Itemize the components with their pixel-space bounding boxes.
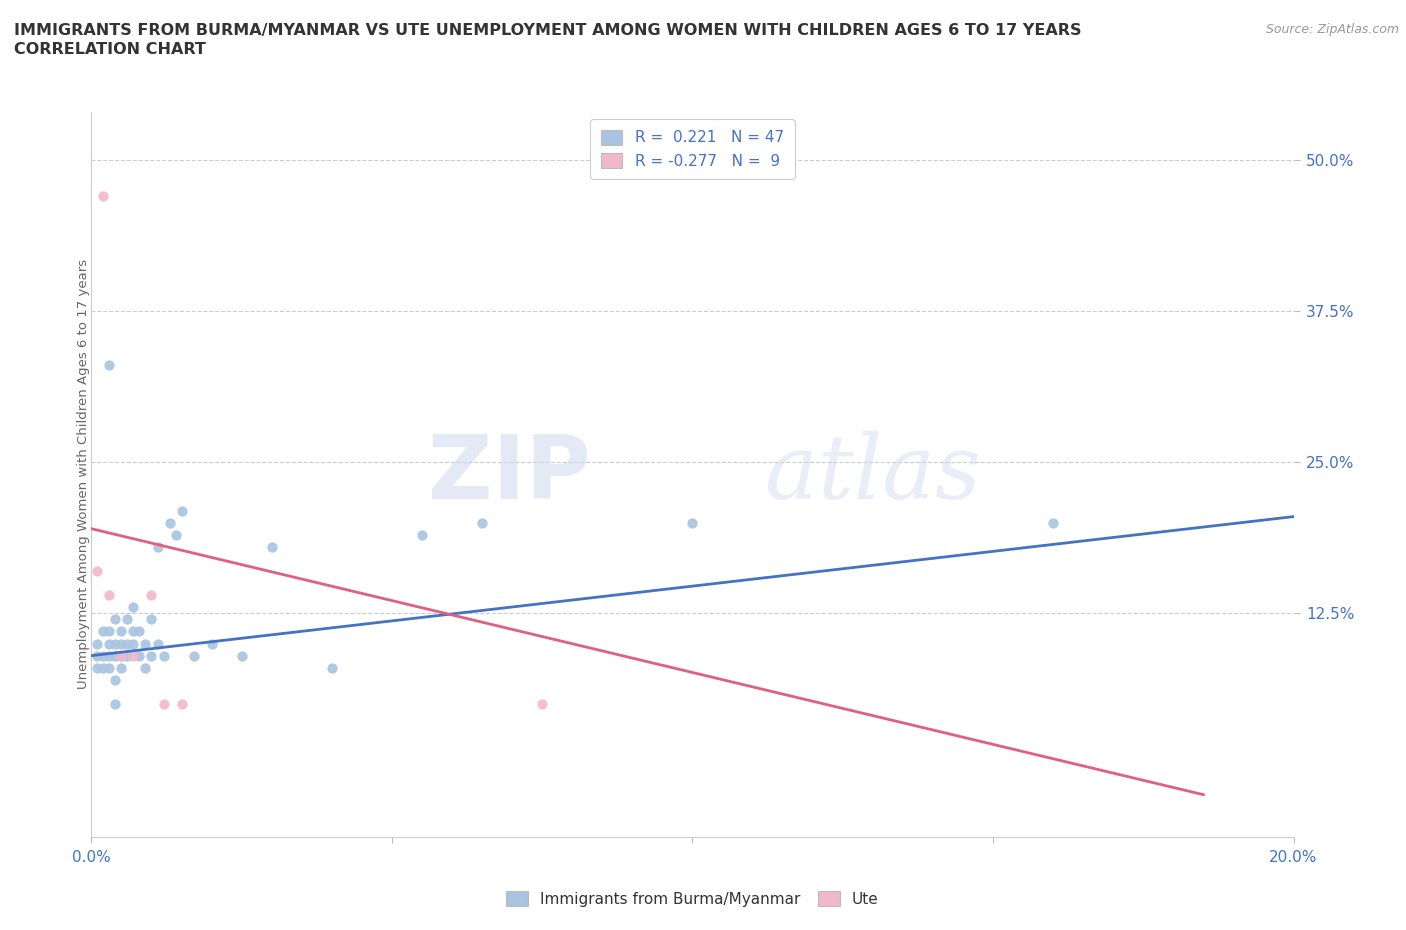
Y-axis label: Unemployment Among Women with Children Ages 6 to 17 years: Unemployment Among Women with Children A… [76,259,90,689]
Point [117,636,139,651]
Point [104,612,127,627]
Point [411,527,433,542]
Point [321,660,343,675]
Point [141,588,163,603]
Point [86,636,108,651]
Point [152,648,174,663]
Point [159,515,181,530]
Point [93,660,115,675]
Point [122,624,145,639]
Point [231,648,253,663]
Point [152,697,174,711]
Point [170,503,193,518]
Point [141,648,163,663]
Text: Source: ZipAtlas.com: Source: ZipAtlas.com [1265,23,1399,36]
Point [110,648,132,663]
Text: CORRELATION CHART: CORRELATION CHART [14,42,205,57]
Point [141,612,163,627]
Point [104,697,127,711]
Point [531,697,554,711]
Point [183,648,205,663]
Point [86,648,108,663]
Point [170,697,193,711]
Point [117,648,139,663]
Point [165,527,187,542]
Point [146,539,169,554]
Legend: Immigrants from Burma/Myanmar, Ute: Immigrants from Burma/Myanmar, Ute [501,885,884,912]
Text: IMMIGRANTS FROM BURMA/MYANMAR VS UTE UNEMPLOYMENT AMONG WOMEN WITH CHILDREN AGES: IMMIGRANTS FROM BURMA/MYANMAR VS UTE UNE… [14,23,1081,38]
Point [110,624,132,639]
Point [98,624,121,639]
Point [681,515,703,530]
Point [471,515,494,530]
Point [104,648,127,663]
Point [110,660,132,675]
Point [93,648,115,663]
Point [134,636,156,651]
Point [128,624,150,639]
Point [122,648,145,663]
Point [98,636,121,651]
Point [98,648,121,663]
Text: atlas: atlas [765,431,980,518]
Point [98,660,121,675]
Point [117,612,139,627]
Point [93,189,115,204]
Point [98,358,121,373]
Point [93,624,115,639]
Point [98,588,121,603]
Text: ZIP: ZIP [427,431,591,518]
Point [146,636,169,651]
Point [110,636,132,651]
Point [104,636,127,651]
Point [86,564,108,578]
Point [122,636,145,651]
Point [86,660,108,675]
Point [104,672,127,687]
Point [128,648,150,663]
Point [201,636,224,651]
Point [122,600,145,615]
Point [134,660,156,675]
Point [110,648,132,663]
Point [260,539,283,554]
Point [1042,515,1064,530]
